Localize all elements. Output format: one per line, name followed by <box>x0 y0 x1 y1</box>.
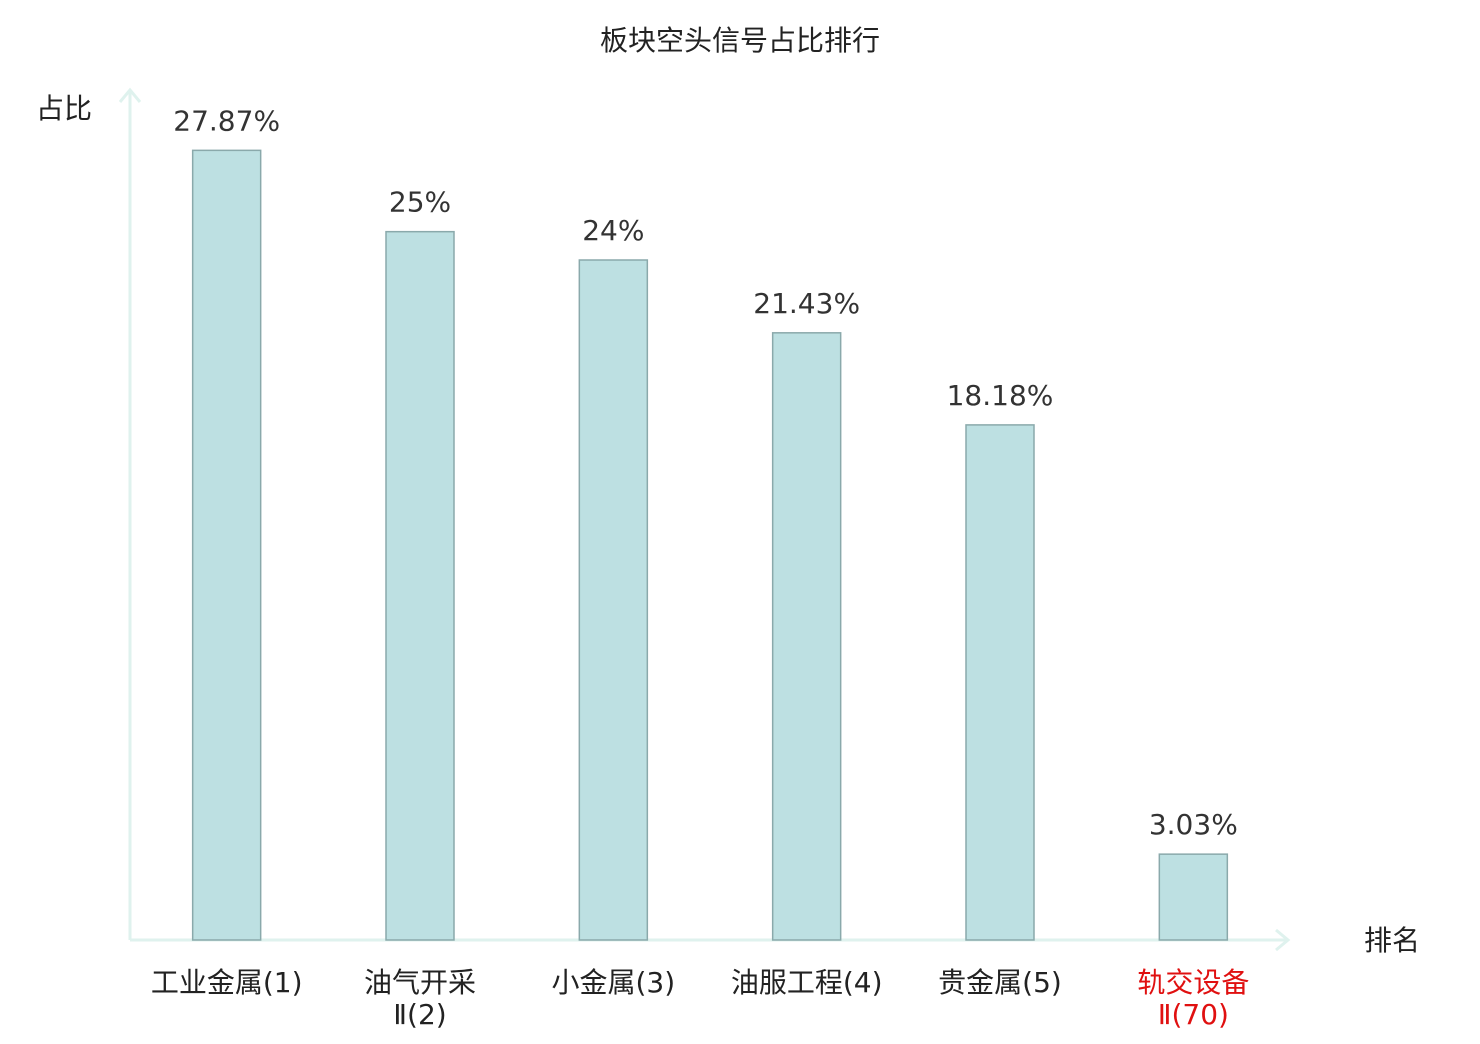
x-tick-label: 工业金属(1) <box>151 966 303 999</box>
chart-title: 板块空头信号占比排行 <box>600 24 880 57</box>
x-tick-label: 油服工程(4) <box>731 966 883 999</box>
bar <box>965 424 1035 941</box>
x-tick-label: 小金属(3) <box>551 966 675 999</box>
x-tick-label: 贵金属(5) <box>938 966 1062 999</box>
bar <box>771 332 842 941</box>
value-label: 3.03% <box>1149 808 1238 841</box>
x-axis-label: 排名 <box>1364 924 1420 957</box>
x-arrow <box>1275 928 1291 952</box>
bar <box>578 259 649 941</box>
value-label: 24% <box>582 214 644 247</box>
value-label: 18.18% <box>947 379 1054 412</box>
bar <box>191 149 262 941</box>
bar <box>385 230 455 941</box>
axes <box>118 87 1291 952</box>
y-axis-label: 占比 <box>36 92 92 125</box>
x-tick-label: 油气开采 Ⅱ(2) <box>364 966 476 1031</box>
value-label: 27.87% <box>173 104 280 137</box>
y-arrow <box>118 87 142 103</box>
bar <box>1158 853 1229 941</box>
x-tick-label: 轨交设备 Ⅱ(70) <box>1137 966 1249 1031</box>
value-label: 21.43% <box>753 287 860 320</box>
value-label: 25% <box>389 186 451 219</box>
